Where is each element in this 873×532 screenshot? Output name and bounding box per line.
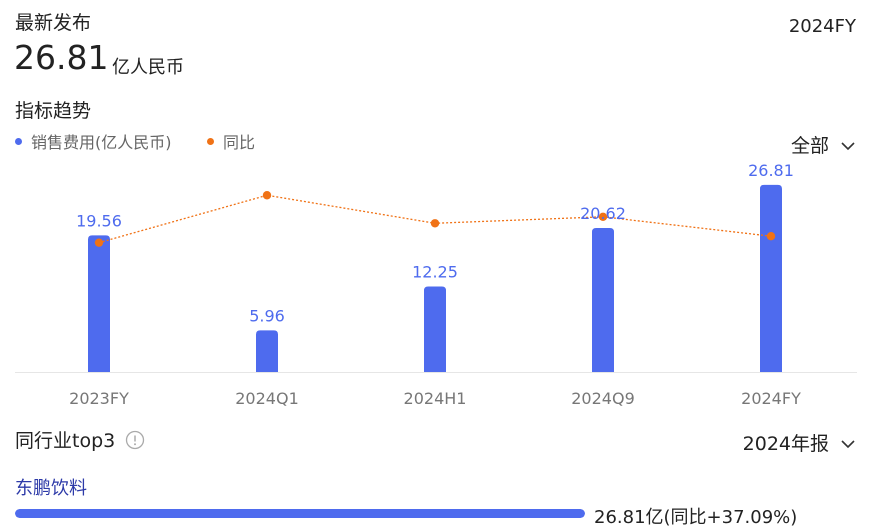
bar-2024H1 (424, 286, 446, 372)
yoy-point-2023FY (94, 238, 104, 247)
trend-title: 指标趋势 (15, 100, 92, 122)
x-tick-label-2024Q9: 2024Q9 (571, 389, 635, 408)
bar-2023FY (88, 235, 110, 372)
peer-section-title: 同行业top3 (15, 426, 145, 453)
legend-dot-icon (207, 137, 214, 145)
data-label-2023FY: 19.56 (76, 211, 122, 230)
yoy-point-2024Q1 (262, 191, 272, 200)
peer-progress-bar (15, 509, 585, 518)
x-tick-label-2023FY: 2023FY (69, 389, 129, 408)
x-tick-label-2024H1: 2024H1 (404, 389, 467, 408)
yoy-line (98, 194, 772, 244)
yoy-point-2024Q9 (598, 212, 608, 221)
peer-period-dropdown[interactable]: 2024年报 (743, 429, 855, 456)
trend-filter-dropdown[interactable]: 全部 (791, 131, 855, 158)
legend-label: 销售费用(亿人民币) (31, 133, 172, 152)
peer-progress-fill (15, 509, 585, 518)
peer-company-link[interactable]: 东鹏饮料 (15, 478, 87, 499)
yoy-point-2024H1 (430, 219, 440, 228)
x-tick-label-2024FY: 2024FY (741, 389, 801, 408)
peer-title-label: 同行业top3 (15, 430, 116, 452)
chevron-down-icon (841, 134, 855, 156)
data-label-2024H1: 12.25 (412, 262, 458, 281)
chevron-down-icon (841, 432, 855, 454)
legend-item-yoy: 同比 (207, 129, 255, 153)
data-label-2024FY: 26.81 (748, 161, 794, 180)
data-label-2024Q9: 20.62 (580, 204, 626, 223)
value-unit: 亿人民币 (112, 57, 184, 78)
period-label: 2024FY (788, 16, 856, 37)
data-label-2024Q1: 5.96 (249, 306, 285, 325)
legend-label: 同比 (223, 133, 256, 152)
latest-value: 26.81 (14, 38, 109, 77)
yoy-point-2024FY (766, 232, 776, 241)
bar-2024Q1 (256, 330, 278, 372)
info-icon[interactable] (125, 430, 145, 450)
bar-2024FY (760, 184, 782, 372)
legend-item-sales-expense: 销售费用(亿人民币) (15, 129, 172, 153)
peer-period-label: 2024年报 (742, 433, 829, 455)
peer-value: 26.81亿(同比+37.09%) (594, 507, 798, 528)
x-tick-label-2024Q1: 2024Q1 (235, 389, 299, 408)
trend-chart: 19.56 2023FY 5.96 2024Q1 12.25 2024H1 20.62 202… (15, 161, 857, 408)
page-title: 最新发布 (15, 12, 92, 34)
bar-2024Q9 (592, 228, 614, 372)
trend-filter-label: 全部 (790, 135, 829, 157)
legend-dot-icon (15, 137, 22, 145)
